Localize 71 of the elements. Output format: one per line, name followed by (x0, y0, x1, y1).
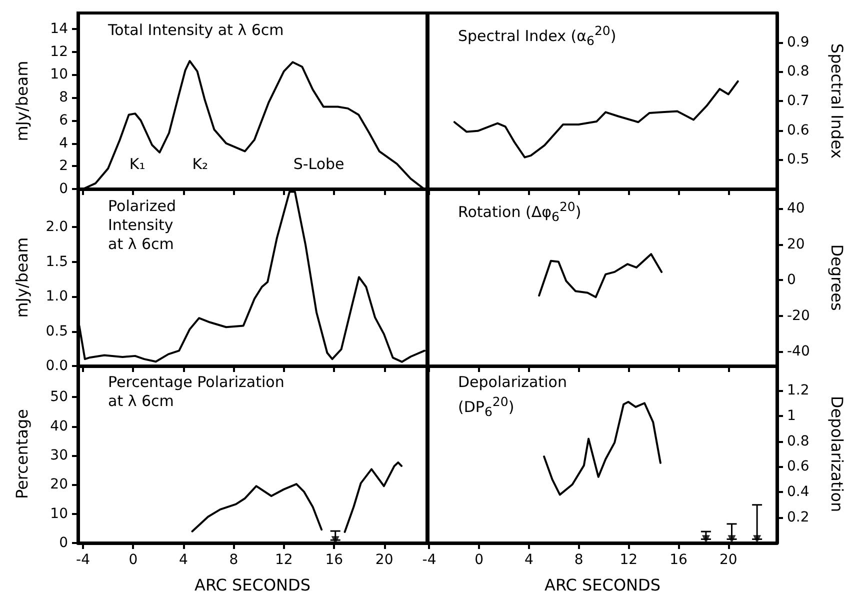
y-tick-label: 0.8 (787, 433, 810, 450)
y-tick-label: 0.0 (46, 358, 68, 374)
y-tick-label: 0.7 (787, 93, 810, 109)
y-axis-title: Depolarization (828, 396, 846, 512)
y-axis-title: mJy/beam (12, 60, 32, 142)
text: Percentage Polarization at λ 6cm (108, 373, 284, 411)
y-tick-label: 50 (50, 389, 68, 406)
x-axis-title: ARC SECONDS (194, 576, 310, 594)
x-tick-label: -4 (422, 552, 436, 568)
y-tick-label: 0.4 (787, 484, 810, 500)
x-tick-label: 12 (274, 552, 293, 568)
y-tick-label: 0.5 (46, 323, 68, 340)
x-tick-label: 8 (574, 552, 584, 568)
line-series (453, 80, 739, 158)
y-tick-label: 40 (787, 200, 805, 217)
y-tick-label: 0.2 (787, 510, 810, 526)
x-tick-label: 8 (229, 552, 238, 568)
line-series (344, 461, 403, 533)
y-axis-title: mJy/beam (12, 237, 32, 318)
x-tick-label: 4 (524, 552, 534, 568)
y-tick-label: 0.5 (787, 152, 810, 168)
x-tick-label: 16 (670, 552, 688, 568)
y-axis-title: Percentage (12, 408, 32, 500)
text: Rotation (Δφ$_{6}$$^{20}$) (458, 198, 582, 226)
y-tick-label: 20 (787, 236, 805, 252)
y-tick-label: 10 (50, 506, 68, 522)
y-tick-label: 1 (787, 408, 796, 424)
y-tick-label: 4 (59, 135, 68, 152)
y-tick-label: 0.6 (787, 122, 810, 138)
y-tick-label: 1.0 (46, 288, 68, 305)
y-tick-label: 2.0 (46, 219, 68, 236)
line-series (538, 253, 663, 298)
text: Spectral Index (α$_{6}$$^{20}$) (458, 22, 616, 50)
line-series (543, 400, 662, 496)
text: Total Intensity at λ 6cm (108, 21, 284, 40)
y-tick-label: 30 (50, 447, 68, 464)
y-tick-label: 0.9 (787, 34, 810, 50)
y-tick-label: 0 (59, 181, 68, 197)
y-tick-label: 1.5 (46, 254, 68, 270)
line-series (191, 483, 323, 532)
y-tick-label: -40 (787, 344, 810, 360)
y-tick-label: 6 (59, 112, 68, 128)
y-axis-title: Spectral Index (828, 43, 846, 159)
y-tick-label: 0 (59, 535, 68, 551)
x-tick-label: 16 (325, 552, 344, 568)
x-tick-label: 12 (620, 552, 638, 568)
x-tick-label: -4 (76, 552, 90, 568)
annotation: K₂ (192, 155, 208, 174)
annotation: S-Lobe (293, 155, 344, 174)
y-tick-label: 2 (59, 158, 68, 174)
y-tick-label: 12 (50, 44, 68, 60)
x-tick-label: 4 (178, 552, 188, 568)
x-axis-title: ARC SECONDS (544, 576, 660, 594)
y-tick-label: 20 (50, 476, 68, 493)
y-tick-label: 1.2 (787, 382, 810, 398)
annotation: K₁ (129, 155, 146, 174)
x-tick-label: 20 (719, 552, 738, 568)
x-tick-label: 0 (128, 552, 138, 568)
y-tick-label: 0.6 (787, 458, 810, 475)
y-tick-label: 10 (50, 66, 68, 83)
y-tick-label: 14 (50, 21, 68, 37)
y-axis-title: Degrees (828, 244, 846, 311)
text: Polarized Intensity at λ 6cm (108, 197, 176, 254)
text: Depolarization (DP$_{6}$$^{20}$) (458, 373, 567, 421)
y-tick-label: 0.8 (787, 64, 810, 80)
y-tick-label: -20 (787, 308, 810, 324)
x-tick-label: 0 (474, 552, 484, 568)
y-tick-label: 0 (787, 272, 796, 288)
y-tick-label: 40 (50, 418, 68, 434)
x-tick-label: 20 (375, 552, 394, 568)
y-tick-label: 8 (59, 90, 68, 106)
